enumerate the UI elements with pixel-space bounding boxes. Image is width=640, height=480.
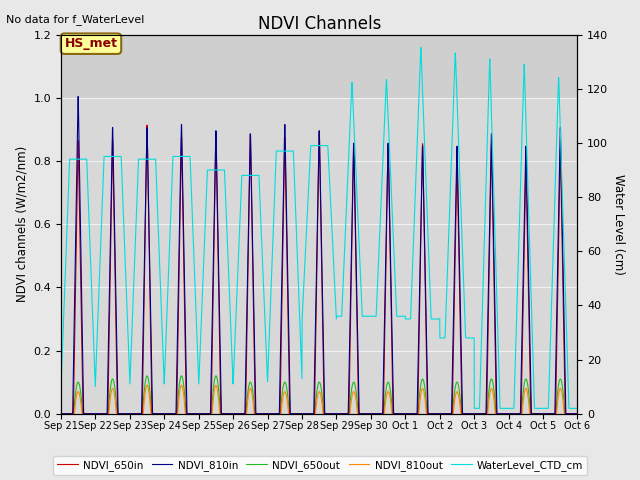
NDVI_810in [147,316,155,322]
NDVI_810in [255,411,263,417]
Y-axis label: NDVI channels (W/m2/nm): NDVI channels (W/m2/nm) [15,146,28,302]
NDVI_810in [573,411,581,417]
Title: NDVI Channels: NDVI Channels [257,15,381,33]
WaterLevel_CTD_cm [255,176,263,181]
NDVI_650out [278,396,285,401]
Text: No data for f_WaterLevel: No data for f_WaterLevel [6,14,145,25]
NDVI_650in [255,411,263,417]
NDVI_650in [278,316,285,322]
Line: WaterLevel_CTD_cm: WaterLevel_CTD_cm [61,48,577,408]
Line: NDVI_650in: NDVI_650in [61,125,577,414]
NDVI_810in [508,411,516,417]
NDVI_810out [143,383,151,388]
NDVI_650out [573,411,581,417]
Line: NDVI_810in: NDVI_810in [61,96,577,414]
NDVI_650in [143,122,151,128]
NDVI_810out [255,411,263,417]
NDVI_810in [116,411,124,417]
Legend: NDVI_650in, NDVI_810in, NDVI_650out, NDVI_810out, WaterLevel_CTD_cm: NDVI_650in, NDVI_810in, NDVI_650out, NDV… [52,456,588,475]
WaterLevel_CTD_cm [147,156,154,162]
WaterLevel_CTD_cm [470,406,478,411]
Y-axis label: Water Level (cm): Water Level (cm) [612,174,625,275]
NDVI_810in [564,411,572,417]
NDVI_650out [57,411,65,417]
NDVI_810out [564,411,572,417]
NDVI_650out [143,373,151,379]
NDVI_650in [57,411,65,417]
Text: HS_met: HS_met [65,37,118,50]
NDVI_650in [564,411,572,417]
NDVI_810out [147,410,155,416]
NDVI_650out [508,411,516,417]
NDVI_650in [147,344,155,349]
WaterLevel_CTD_cm [278,148,285,154]
WaterLevel_CTD_cm [57,384,65,390]
NDVI_810in [74,94,82,99]
Line: NDVI_810out: NDVI_810out [61,385,577,414]
WaterLevel_CTD_cm [564,365,572,371]
NDVI_650in [116,411,124,417]
Line: NDVI_650out: NDVI_650out [61,376,577,414]
WaterLevel_CTD_cm [573,406,581,411]
NDVI_810out [278,405,285,410]
NDVI_810in [278,288,285,293]
NDVI_650out [255,411,263,417]
WaterLevel_CTD_cm [116,154,124,159]
NDVI_650out [116,411,124,417]
NDVI_810out [508,411,516,417]
NDVI_650out [564,411,572,417]
Bar [61,35,577,98]
NDVI_650out [147,399,155,405]
NDVI_650in [508,411,516,417]
NDVI_810out [573,411,581,417]
WaterLevel_CTD_cm [417,45,425,50]
WaterLevel_CTD_cm [508,406,516,411]
NDVI_810out [116,411,124,417]
NDVI_810in [57,411,65,417]
NDVI_650in [573,411,581,417]
NDVI_810out [57,411,65,417]
